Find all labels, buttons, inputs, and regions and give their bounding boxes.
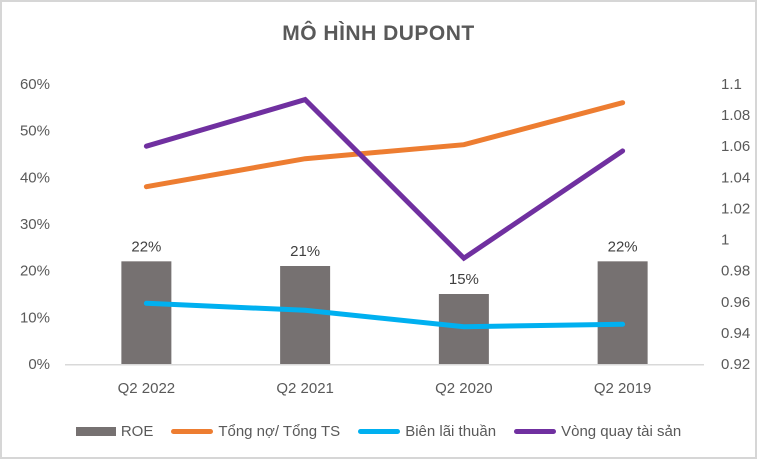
right-axis-tick: 0.98	[721, 263, 750, 280]
roe-bar	[121, 261, 172, 364]
asset-turnover-line-swatch	[514, 429, 557, 434]
legend-label-debt-ratio: Tổng nợ/ Tổng TS	[218, 423, 341, 440]
left-axis-tick: 50%	[20, 123, 50, 140]
roe-bar	[597, 261, 648, 364]
right-axis-tick: 1.06	[721, 138, 750, 155]
plot-area: 60% 50% 40% 30% 20% 10% 0% 1.1 1.08 1.06 1.04 1.02 1…	[20, 76, 750, 397]
right-axis-tick: 0.94	[721, 325, 750, 342]
legend-item-asset-turnover: Vòng quay tài sản	[514, 423, 681, 440]
debt-ratio-line-swatch	[171, 429, 214, 434]
right-axis-tick: 0.96	[721, 294, 750, 311]
right-axis-tick: 1.08	[721, 107, 750, 124]
series-line-1	[143, 300, 626, 330]
legend-label-roe: ROE	[120, 423, 154, 440]
legend-item-debt-ratio: Tổng nợ/ Tổng TS	[171, 423, 340, 440]
left-axis-tick: 60%	[20, 76, 50, 93]
left-axis-tick: 20%	[20, 263, 50, 280]
roe-bar-swatch	[75, 427, 116, 436]
right-axis-tick: 1	[721, 232, 729, 249]
x-axis-label: Q2 2019	[594, 380, 652, 397]
left-axis-tick: 40%	[20, 169, 50, 186]
bar-data-label: 22%	[608, 238, 638, 255]
legend-label-asset-turnover: Vòng quay tài sản	[561, 423, 682, 440]
x-axis-label: Q2 2021	[276, 380, 334, 397]
bar-data-label: 21%	[290, 243, 320, 260]
legend: ROE Tổng nợ/ Tổng TS Biên lãi thuần Vòng…	[2, 423, 755, 440]
left-axis-tick: 30%	[20, 216, 50, 233]
x-axis-label: Q2 2022	[118, 380, 176, 397]
roe-bar	[280, 266, 331, 364]
bar-data-label: 15%	[449, 271, 479, 288]
legend-label-net-margin: Biên lãi thuần	[405, 423, 497, 440]
bar-data-label: 22%	[131, 238, 161, 255]
left-axis-tick: 0%	[28, 356, 50, 373]
right-axis-tick: 1.1	[721, 76, 742, 93]
series-line-2	[143, 96, 626, 262]
right-axis-tick: 0.92	[721, 356, 750, 373]
net-margin-line-swatch	[358, 429, 401, 434]
left-axis-tick: 10%	[20, 309, 50, 326]
right-axis-tick: 1.02	[721, 200, 750, 217]
legend-item-roe: ROE	[75, 423, 154, 440]
legend-item-net-margin: Biên lãi thuần	[358, 423, 496, 440]
chart-title: MÔ HÌNH DUPONT	[282, 22, 475, 45]
series-line-0	[143, 100, 626, 190]
right-axis-tick: 1.04	[721, 169, 750, 186]
x-axis-label: Q2 2020	[435, 380, 493, 397]
